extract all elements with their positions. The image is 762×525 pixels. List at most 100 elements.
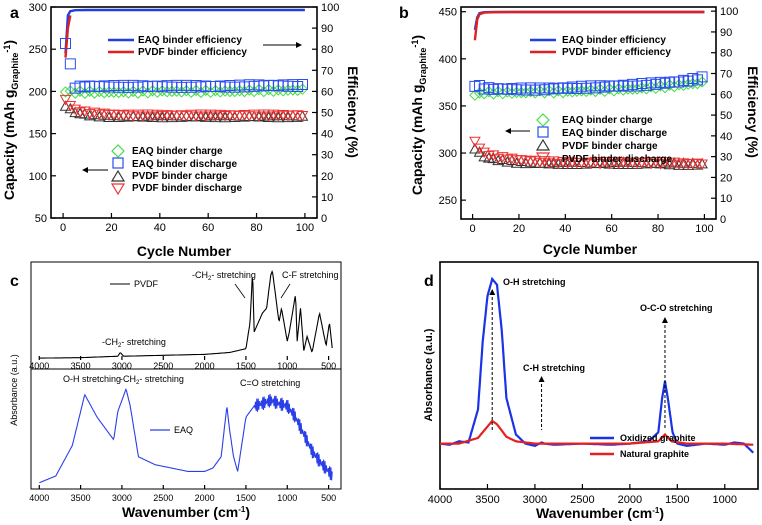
panel-c-xtick-label: 2500 bbox=[153, 361, 173, 371]
panel-b-pvdf-binder-discharge-point bbox=[654, 159, 667, 170]
panel-b-eaq-binder-charge-point bbox=[529, 87, 541, 99]
panel-b-eaq-binder-discharge-point bbox=[691, 74, 703, 86]
d-oh-label: O-H stretching bbox=[503, 277, 566, 287]
panel-b-eaq-binder-discharge-point bbox=[627, 78, 639, 90]
panel-a-eaq-binder-discharge bbox=[60, 37, 308, 94]
panel-a-pvdf-binder-charge-point bbox=[93, 110, 106, 122]
panel-b-legend-cap: EAQ binder charge EAQ binder discharge P… bbox=[505, 113, 672, 165]
panel-c-xtick-label: 2500 bbox=[153, 493, 173, 503]
panel-b-eaq-binder-discharge-point bbox=[566, 81, 578, 93]
panel-b-pvdf-binder-charge-point bbox=[510, 157, 523, 168]
panel-a-pvdf-binder-discharge-point bbox=[180, 111, 193, 122]
panel-a-ytick-right-label: 90 bbox=[321, 23, 333, 35]
panel-b-eaq-binder-charge bbox=[469, 76, 708, 101]
eaq-legend-text: EAQ bbox=[174, 425, 193, 435]
panel-a-pvdf-binder-discharge-point bbox=[277, 110, 289, 121]
panel-b-xtick-label: 40 bbox=[559, 223, 571, 235]
panel-a-eaq-binder-discharge-point bbox=[69, 82, 81, 94]
panel-b-ytick-right-label: 10 bbox=[720, 193, 732, 205]
panel-b-eaq-binder-charge-point bbox=[561, 85, 574, 97]
panel-b-eaq-binder-discharge-point bbox=[678, 74, 690, 86]
panel-b-eaq-binder-charge-point bbox=[571, 85, 583, 97]
panel-b-eaq-binder-discharge-point bbox=[557, 82, 569, 94]
panel-b-eaq-binder-discharge-point bbox=[650, 78, 662, 90]
panel-a-ylabel-right: Efficiency (%) bbox=[345, 66, 361, 158]
panel-a-pvdf-binder-discharge-point bbox=[122, 109, 135, 121]
svg-text:EAQ binder efficiency: EAQ binder efficiency bbox=[562, 35, 666, 46]
panel-a-eaq-binder-charge-point bbox=[233, 85, 246, 97]
panel-d-guide-arrow bbox=[661, 317, 668, 323]
panel-c: c 4000 3500 3000 2500 2000 1500 1000 500 4000 350… bbox=[9, 261, 342, 520]
panel-a-pvdf-binder-discharge-point bbox=[267, 109, 280, 121]
panel-b-eaq-binder-discharge-point bbox=[548, 83, 560, 95]
panel-a-eaq-binder-discharge-point bbox=[64, 58, 76, 70]
panel-b-ytick-right-label: 70 bbox=[720, 69, 732, 81]
panel-c-xtick-label: 2000 bbox=[195, 361, 215, 371]
panel-b-eaq-binder-charge-point bbox=[566, 86, 578, 98]
panel-b-ytick-right-label: 80 bbox=[720, 48, 732, 60]
panel-b-legend-eff: EAQ binder efficiency PVDF binder effici… bbox=[530, 35, 671, 58]
svg-text:PVDF binder efficiency: PVDF binder efficiency bbox=[138, 47, 247, 58]
panel-b-pvdf-binder-discharge-point bbox=[640, 157, 653, 168]
svg-text:Wavenumber (cm-1): Wavenumber (cm-1) bbox=[122, 504, 250, 520]
panel-a-eaq-binder-discharge-point bbox=[296, 78, 308, 90]
panel-a-eaq-binder-charge-point bbox=[291, 84, 304, 97]
panel-a-pvdf-binder-discharge-point bbox=[69, 104, 82, 116]
panel-b-pvdf-binder-discharge-point bbox=[691, 158, 704, 170]
panel-b-eaq-binder-charge-point bbox=[510, 86, 523, 99]
panel-a-eaq-binder-charge-point bbox=[151, 86, 164, 98]
panel-a-eaq-binder-charge-point bbox=[287, 84, 299, 96]
panel-b-eaq-binder-charge-point bbox=[524, 86, 537, 98]
panel-a-pvdf-binder-discharge-point bbox=[204, 109, 217, 121]
panel-b-eaq-binder-charge-point bbox=[599, 85, 611, 98]
panel-b-eaq-binder-discharge-point bbox=[659, 77, 671, 89]
panel-b-ytick-label: 300 bbox=[439, 148, 457, 160]
panel-a-eaq-binder-charge-point bbox=[132, 87, 144, 99]
panel-b-eaq-binder-discharge-point bbox=[538, 84, 550, 96]
panel-b-pvdf-binder-discharge-point bbox=[496, 152, 509, 163]
panel-b-eaq-binder-charge-point bbox=[687, 77, 699, 90]
panel-b-pvdf-binder-discharge-point bbox=[659, 157, 671, 168]
panel-a-pvdf-binder-discharge-point bbox=[253, 111, 265, 123]
panel-d-xtick-label: 2500 bbox=[570, 494, 594, 506]
panel-b-xlabel: Cycle Number bbox=[543, 241, 638, 257]
panel-d-guide-arrow bbox=[538, 376, 545, 382]
panel-b-ytick-label: 250 bbox=[439, 195, 457, 207]
panel-b-ylabel-right: Efficiency (%) bbox=[745, 66, 761, 158]
panel-b-ytick-right-label: 40 bbox=[720, 131, 732, 143]
panel-b-eaq-binder-charge-point bbox=[682, 78, 694, 90]
panel-b-eaq-binder-charge-point bbox=[612, 83, 625, 95]
panel-b-pvdf-binder-discharge-point bbox=[547, 156, 560, 167]
panel-b-eaq-binder-charge-point bbox=[626, 83, 639, 95]
panel-b-eaq-binder-charge-point bbox=[520, 87, 532, 99]
panel-b-pvdf-binder-charge-point bbox=[524, 156, 537, 167]
panel-a-pvdf-binder-discharge-point bbox=[79, 106, 91, 118]
panel-b-eaq-binder-charge-point bbox=[617, 84, 629, 96]
panel-b-eaq-binder-charge-point bbox=[580, 85, 592, 98]
panel-b-pvdf-binder-discharge-point bbox=[487, 150, 500, 161]
panel-a-pvdf-binder-discharge-point bbox=[64, 101, 77, 112]
panel-a-pvdf-binder-charge-point bbox=[282, 111, 294, 123]
panel-a-eaq-binder-charge-point bbox=[267, 85, 280, 98]
panel-d-xtick-label: 1500 bbox=[665, 494, 689, 506]
panel-b-pvdf-binder-discharge-point bbox=[552, 158, 565, 170]
panel-b-ytick-right-label: 100 bbox=[720, 6, 738, 18]
panel-b-eaq-binder-charge-point bbox=[668, 80, 680, 93]
panel-c-xtick-label: 3000 bbox=[112, 493, 132, 503]
panel-a-legend-cap: EAQ binder charge EAQ binder discharge P… bbox=[82, 144, 242, 196]
panel-a-pvdf-binder-discharge-point bbox=[248, 109, 260, 121]
panel-a-ytick-right-label: 10 bbox=[321, 192, 333, 204]
eaq-ch2-label: -CH2- stretching bbox=[120, 374, 184, 386]
panel-d-ylabel: Absorbance (a.u.) bbox=[423, 328, 435, 421]
panel-b-pvdf-binder-discharge-point bbox=[649, 156, 662, 168]
panel-b-eaq-binder-discharge-point bbox=[617, 79, 629, 91]
svg-text:Capacity (mAh gGraphite-1): Capacity (mAh gGraphite-1) bbox=[409, 35, 428, 195]
panel-c-xtick-label: 1000 bbox=[277, 361, 297, 371]
panel-b-eaq-binder-charge-point bbox=[673, 79, 685, 91]
panel-b-eaq-binder-charge-point bbox=[557, 86, 569, 99]
panel-a-eaq-binder-charge-point bbox=[59, 86, 72, 98]
panel-a-legend-eff: EAQ binder efficiency PVDF binder effici… bbox=[108, 35, 302, 58]
panel-b-pvdf-binder-discharge-point bbox=[566, 157, 579, 169]
panel-a: a 0 20 40 60 80 100 50 100 150 200 250 300 0 10 20 30 40… bbox=[1, 2, 361, 259]
panel-a-pvdf-binder-discharge-point bbox=[83, 109, 96, 120]
